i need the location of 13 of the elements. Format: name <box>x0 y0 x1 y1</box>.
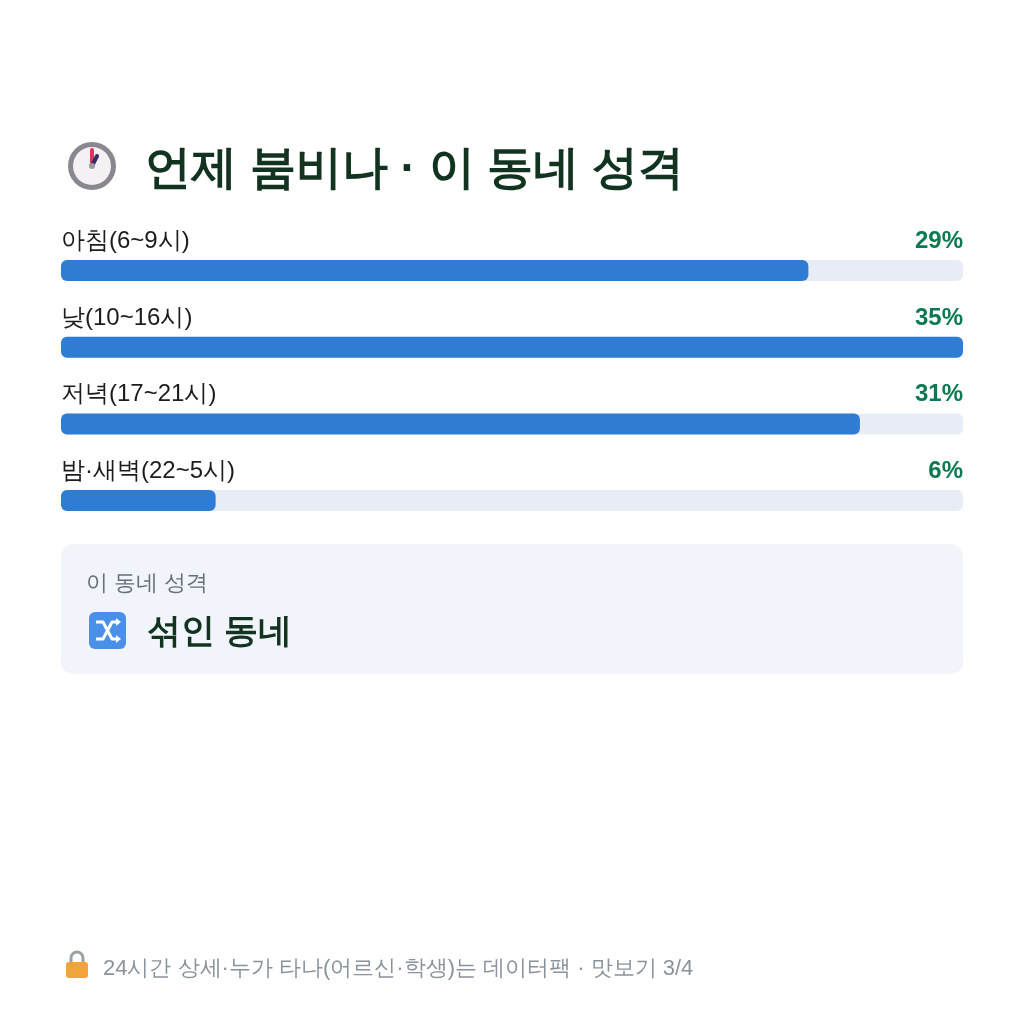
data-label: 29% <box>914 226 963 253</box>
data-label: 31% <box>914 379 963 407</box>
data-label: 35% <box>914 302 963 330</box>
text: 24시간 상세·누가 타나(어르신·학생)는 데이터팩 · 맛보기 3/4 <box>103 955 694 980</box>
y-tick-label: 낮(10~16시) <box>61 302 193 330</box>
data-label: 6% <box>928 456 963 484</box>
y-tick-label: 아침(6~9시) <box>61 226 190 253</box>
bar <box>61 490 216 512</box>
y-tick-label: 밤·새벽(22~5시) <box>61 456 236 484</box>
y-tick-label: 저녁(17~21시) <box>61 379 217 407</box>
chart-title: 언제 붐비나 · 이 동네 성격 <box>145 141 685 193</box>
text: 섞인 동네 <box>147 611 293 649</box>
text: 이 동네 성격 <box>86 570 209 595</box>
